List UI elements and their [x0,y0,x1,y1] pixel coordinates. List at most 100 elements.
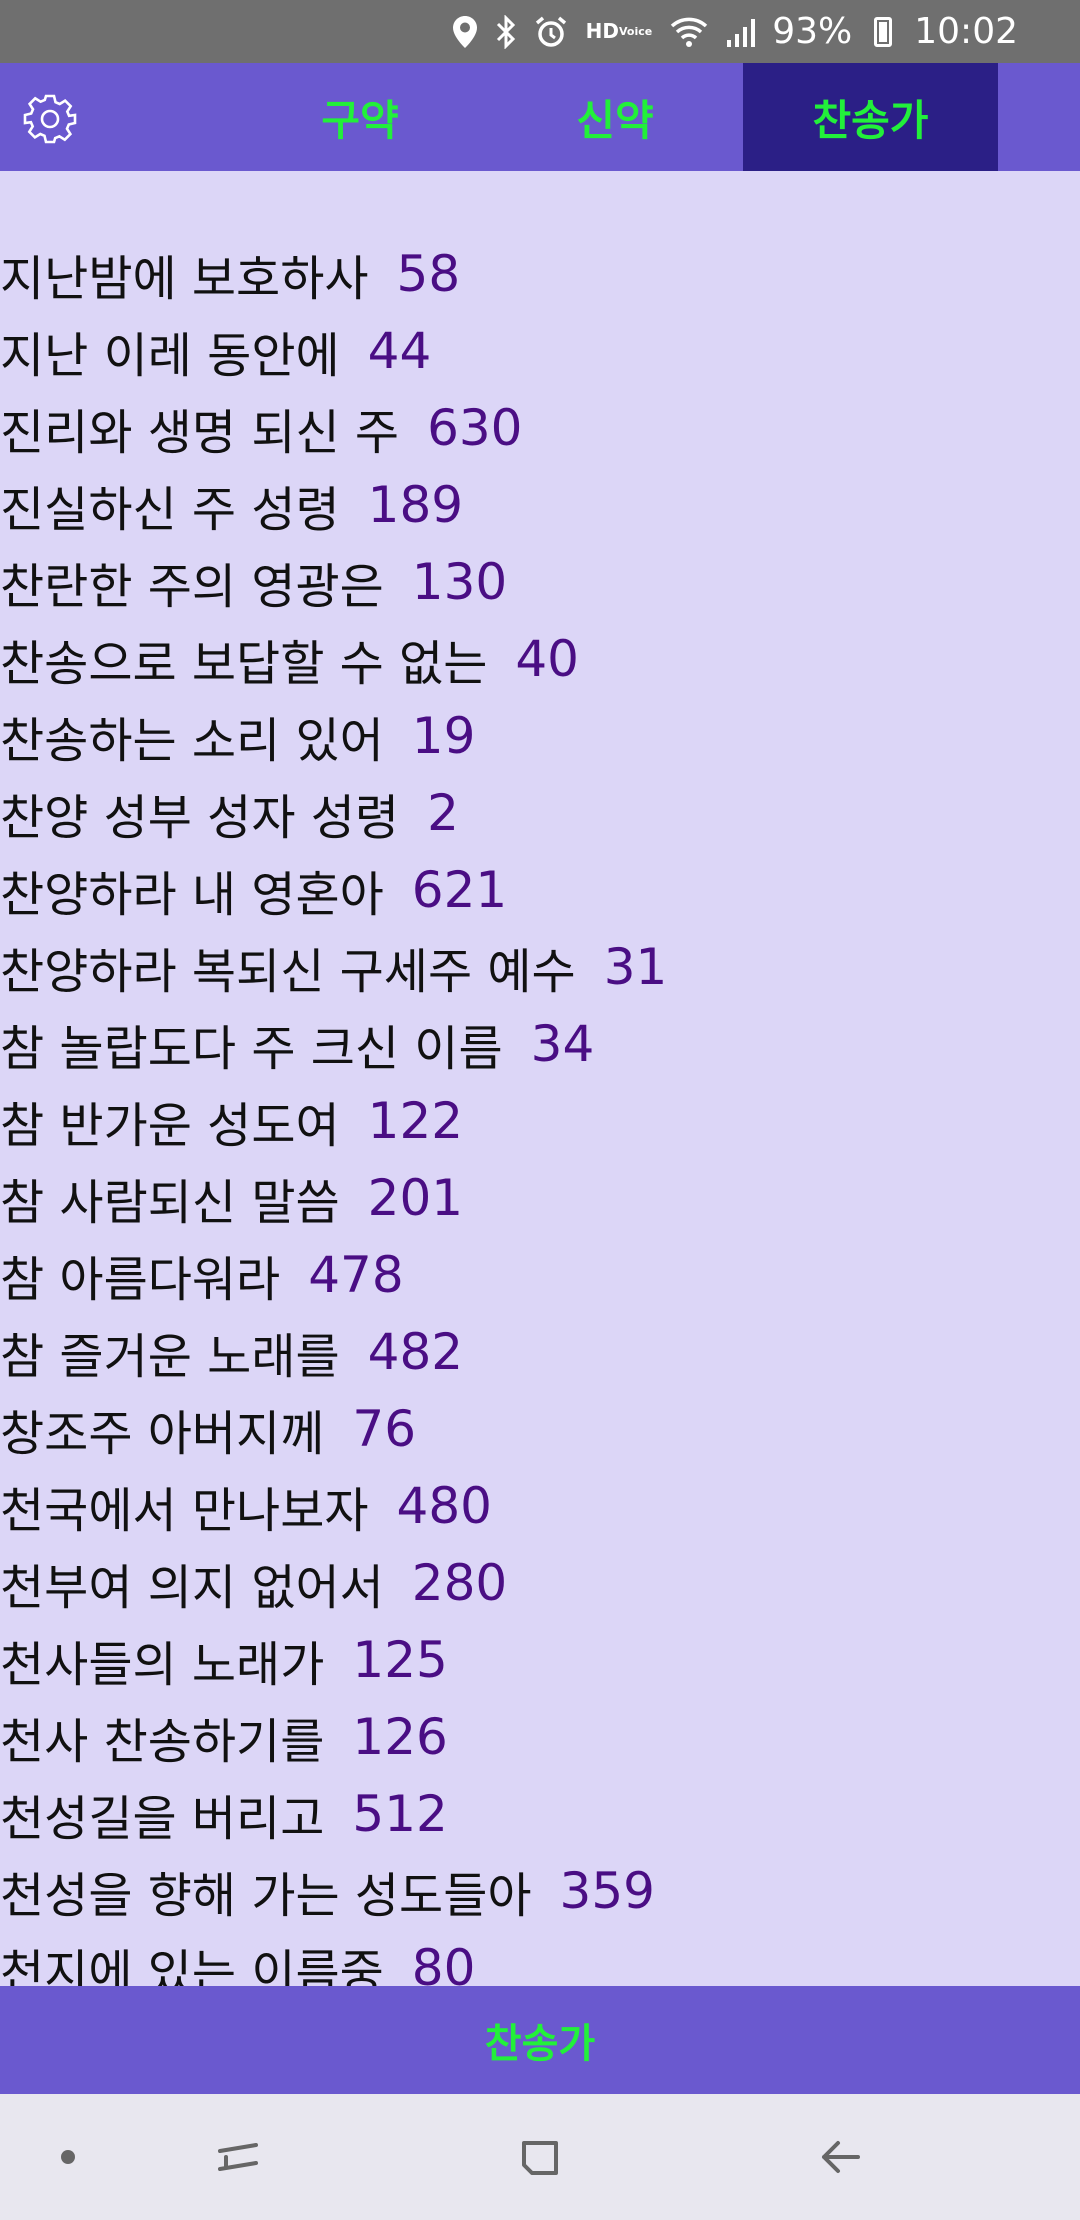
hymn-list-item[interactable]: 참 반가운 성도여 122 [0,1082,1080,1159]
home-button[interactable] [500,2094,580,2220]
hymn-number: 122 [367,1091,464,1150]
hymn-number: 44 [367,321,432,380]
signal-icon [726,12,758,52]
hymn-title: 찬송으로 보답할 수 없는 [0,635,488,692]
hymn-number: 280 [411,1553,508,1612]
battery-percent: 93% [772,11,853,52]
hymn-title: 천성을 향해 가는 성도들아 [0,1867,532,1924]
status-icons: HD Voice [452,12,759,52]
nav-dot-button[interactable] [40,2094,96,2220]
hymn-list-item[interactable]: 진리와 생명 되신 주 630 [0,389,1080,466]
recent-apps-button[interactable] [200,2094,276,2220]
hymn-list[interactable]: 지난밤에 보호하사 58 지난 이레 동안에 44 진리와 생명 되신 주 630 진실하신… [0,171,1080,1987]
bluetooth-icon [496,12,516,52]
hymn-list-item[interactable]: 찬양하라 내 영혼아 621 [0,851,1080,928]
hymn-number: 80 [411,1938,476,1987]
hymn-title: 창조주 아버지께 [0,1405,325,1462]
hymn-number: 189 [367,475,464,534]
hymn-title: 찬양하라 내 영혼아 [0,866,384,923]
hymn-list-content: 지난밤에 보호하사 58 지난 이레 동안에 44 진리와 생명 되신 주 630 진실하신… [0,171,1080,1987]
hymn-list-item[interactable]: 찬송하는 소리 있어 19 [0,697,1080,774]
hymn-title: 참 놀랍도다 주 크신 이름 [0,1020,503,1077]
hymn-number: 201 [367,1168,464,1227]
hymn-title: 천사들의 노래가 [0,1636,325,1693]
hymn-title: 천국에서 만나보자 [0,1482,369,1539]
hymn-number: 34 [530,1014,595,1073]
hymn-list-item[interactable]: 천부여 의지 없어서 280 [0,1544,1080,1621]
hymn-list-item[interactable]: 천사들의 노래가 125 [0,1621,1080,1698]
hymn-list-item[interactable]: 천성을 향해 가는 성도들아 359 [0,1852,1080,1929]
hymn-list-item[interactable]: 창조주 아버지께 76 [0,1390,1080,1467]
hymn-number: 125 [352,1630,448,1689]
battery-icon [874,16,893,47]
hymn-title: 참 아름다워라 [0,1251,281,1308]
hymn-title: 찬송하는 소리 있어 [0,712,384,769]
hymn-number: 478 [308,1245,404,1304]
hymn-list-item[interactable]: 찬란한 주의 영광은 130 [0,543,1080,620]
hymn-title: 참 사람되신 말씀 [0,1174,340,1231]
hd-label: HD [585,19,619,43]
hymn-title: 천사 찬송하기를 [0,1713,325,1770]
hymn-title: 참 즐거운 노래를 [0,1328,340,1385]
hymn-number: 76 [352,1399,417,1458]
back-button[interactable] [800,2094,880,2220]
hymn-number: 482 [367,1322,464,1381]
hymn-list-item[interactable]: 찬양하라 복되신 구세주 예수 31 [0,928,1080,1005]
hymn-title: 찬란한 주의 영광은 [0,558,384,615]
tab-hymns[interactable]: 찬송가 [743,63,998,171]
hymn-number: 126 [352,1707,448,1766]
hymn-list-item[interactable]: 참 아름다워라 478 [0,1236,1080,1313]
hymn-list-item[interactable]: 참 즐거운 노래를 482 [0,1313,1080,1390]
hymn-title: 지난밤에 보호하사 [0,250,369,307]
back-arrow-icon [822,2141,860,2173]
settings-button[interactable] [22,91,78,147]
wifi-icon [670,12,708,52]
hymn-number: 58 [396,244,461,303]
hymn-number: 2 [427,783,459,842]
hymn-title: 진리와 생명 되신 주 [0,404,400,461]
location-icon [452,12,478,52]
bottom-title-bar: 찬송가 [0,1986,1080,2094]
hymn-title: 참 반가운 성도여 [0,1097,340,1154]
hymn-title: 찬양 성부 성자 성령 [0,789,400,846]
hymn-number: 19 [411,706,476,765]
clock: 10:02 [914,11,1018,52]
hymn-list-item[interactable]: 지난 이레 동안에 44 [0,312,1080,389]
tab-old-testament[interactable]: 구약 [321,95,399,145]
dot-icon [61,2150,75,2164]
alarm-icon [534,12,568,52]
status-bar: HD Voice 93% 10:02 [0,0,1080,63]
hymn-number: 621 [411,860,508,919]
voice-label: Voice [619,25,653,38]
gear-icon [23,94,77,144]
bottom-title: 찬송가 [484,2021,596,2067]
hymn-list-item[interactable]: 참 놀랍도다 주 크신 이름 34 [0,1005,1080,1082]
hymn-list-item[interactable]: 천지에 있는 이름중 80 [0,1929,1080,1987]
recent-apps-icon [218,2143,258,2171]
hymn-list-item[interactable]: 천국에서 만나보자 480 [0,1467,1080,1544]
hymn-list-item[interactable]: 지난밤에 보호하사 58 [0,235,1080,312]
hymn-title: 진실하신 주 성령 [0,481,340,538]
hymn-title: 천지에 있는 이름중 [0,1944,384,1987]
hymn-title: 찬양하라 복되신 구세주 예수 [0,943,576,1000]
hymn-number: 512 [352,1784,448,1843]
hymn-number: 40 [515,629,579,688]
hymn-title: 천성길을 버리고 [0,1790,325,1847]
tab-bar: 구약 신약 찬송가 [0,63,1080,171]
hymn-number: 480 [396,1476,492,1535]
home-square-icon [522,2141,558,2175]
hymn-list-item[interactable]: 천성길을 버리고 512 [0,1775,1080,1852]
hymn-number: 359 [559,1861,655,1920]
hymn-list-item[interactable]: 찬양 성부 성자 성령 2 [0,774,1080,851]
hymn-number: 630 [427,398,523,457]
hymn-number: 130 [411,552,508,611]
hymn-list-item[interactable]: 참 사람되신 말씀 201 [0,1159,1080,1236]
hymn-list-item[interactable]: 찬송으로 보답할 수 없는 40 [0,620,1080,697]
hymn-list-item[interactable]: 진실하신 주 성령 189 [0,466,1080,543]
hymn-number: 31 [603,937,668,996]
tab-new-testament[interactable]: 신약 [576,95,654,145]
hymn-title: 지난 이레 동안에 [0,327,340,384]
navigation-bar [0,2094,1080,2220]
hd-voice-icon: HD Voice [586,12,653,52]
hymn-list-item[interactable]: 천사 찬송하기를 126 [0,1698,1080,1775]
